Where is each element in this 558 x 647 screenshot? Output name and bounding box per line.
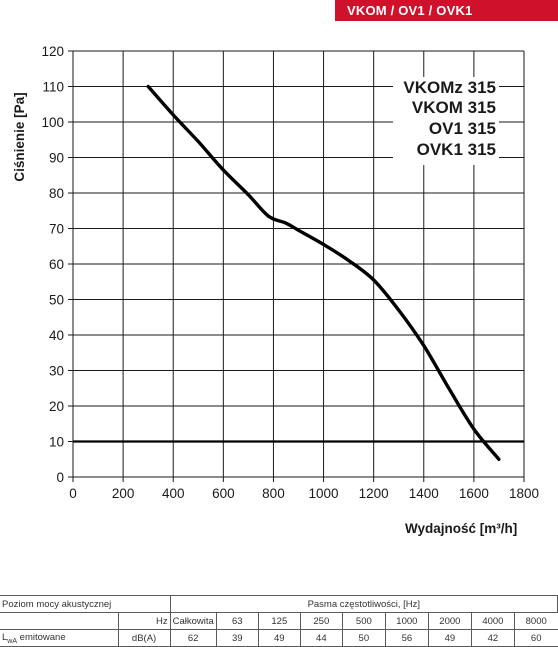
model-label-box: VKOMz 315 VKOM 315 OV1 315 OVK1 315 — [393, 77, 499, 165]
x-axis-title: Wydajność [m³/h] — [405, 521, 517, 536]
value-500: 50 — [341, 629, 386, 647]
freq-63: 63 — [215, 612, 259, 630]
y-tick-label: 0 — [56, 470, 64, 485]
x-tick-label: 1400 — [409, 486, 439, 501]
model-label-4: OVK1 315 — [417, 140, 496, 159]
hz-label: Hz — [117, 612, 171, 630]
x-tick-label: 800 — [262, 486, 285, 501]
freq-2000: 2000 — [427, 612, 472, 630]
freq-250: 250 — [299, 612, 343, 630]
table-row: LwA emitowane dB(A) 62 39 49 44 50 56 49… — [0, 629, 558, 647]
header-title: VKOM / OV1 / OVK1 — [347, 3, 473, 18]
unit-cell: dB(A) — [117, 629, 171, 647]
y-tick-label: 110 — [42, 80, 64, 95]
value-4000: 42 — [470, 629, 515, 647]
model-label-2: VKOM 315 — [412, 98, 496, 117]
x-tick-label: 1000 — [309, 486, 339, 501]
pressure-curve — [146, 84, 501, 461]
y-tick-label: 40 — [49, 328, 64, 343]
y-tick-label: 90 — [49, 151, 64, 166]
value-8000: 60 — [513, 629, 558, 647]
y-axis-title: Ciśnienie [Pa] — [12, 92, 27, 181]
acoustic-power-table: Poziom mocy akustycznej Pasma częstotliw… — [0, 595, 558, 647]
y-tick-label: 10 — [49, 435, 64, 450]
x-tick-label: 1200 — [359, 486, 389, 501]
freq-4000: 4000 — [470, 612, 515, 630]
value-125: 49 — [257, 629, 301, 647]
y-tick-label: 80 — [49, 186, 64, 201]
x-tick-label: 1600 — [459, 486, 489, 501]
tick-labels: 0 200 400 600 800 1000 1200 1400 1600 1800 0 10 20 30… — [41, 44, 539, 501]
y-tick-label: 50 — [49, 293, 64, 308]
x-tick-label: 400 — [162, 486, 185, 501]
series-layer — [146, 84, 501, 461]
table-frequency-row: Hz Całkowita 63 125 250 500 1000 2000 40… — [0, 612, 558, 630]
y-tick-label: 120 — [41, 44, 64, 59]
x-tick-label: 200 — [112, 486, 135, 501]
total-label: Całkowita — [169, 612, 217, 630]
y-tick-label: 30 — [49, 364, 64, 379]
model-label-1: VKOMz 315 — [403, 78, 496, 97]
row-label: LwA emitowane — [0, 629, 119, 647]
header-band — [335, 0, 558, 21]
frequency-band-label: Pasma częstotliwości, [Hz] — [169, 595, 558, 613]
x-tick-label: 0 — [69, 486, 77, 501]
x-tick-label: 1800 — [509, 486, 539, 501]
y-tick-label: 60 — [49, 257, 64, 272]
freq-125: 125 — [257, 612, 301, 630]
value-63: 39 — [215, 629, 259, 647]
total-value: 62 — [169, 629, 217, 647]
x-tick-label: 600 — [212, 486, 235, 501]
y-tick-label: 20 — [49, 399, 64, 414]
freq-500: 500 — [341, 612, 386, 630]
model-label-3: OV1 315 — [429, 119, 496, 138]
value-250: 44 — [299, 629, 343, 647]
acoustic-level-label: Poziom mocy akustycznej — [0, 595, 171, 613]
freq-8000: 8000 — [513, 612, 558, 630]
y-tick-label: 100 — [41, 115, 64, 130]
value-1000: 56 — [384, 629, 429, 647]
value-2000: 49 — [427, 629, 472, 647]
fan-curve-chart: 0 200 400 600 800 1000 1200 1400 1600 1800 0 10 20 30… — [12, 44, 539, 536]
y-tick-label: 70 — [49, 222, 64, 237]
table-header-row: Poziom mocy akustycznej Pasma częstotliw… — [0, 595, 558, 613]
freq-1000: 1000 — [384, 612, 429, 630]
